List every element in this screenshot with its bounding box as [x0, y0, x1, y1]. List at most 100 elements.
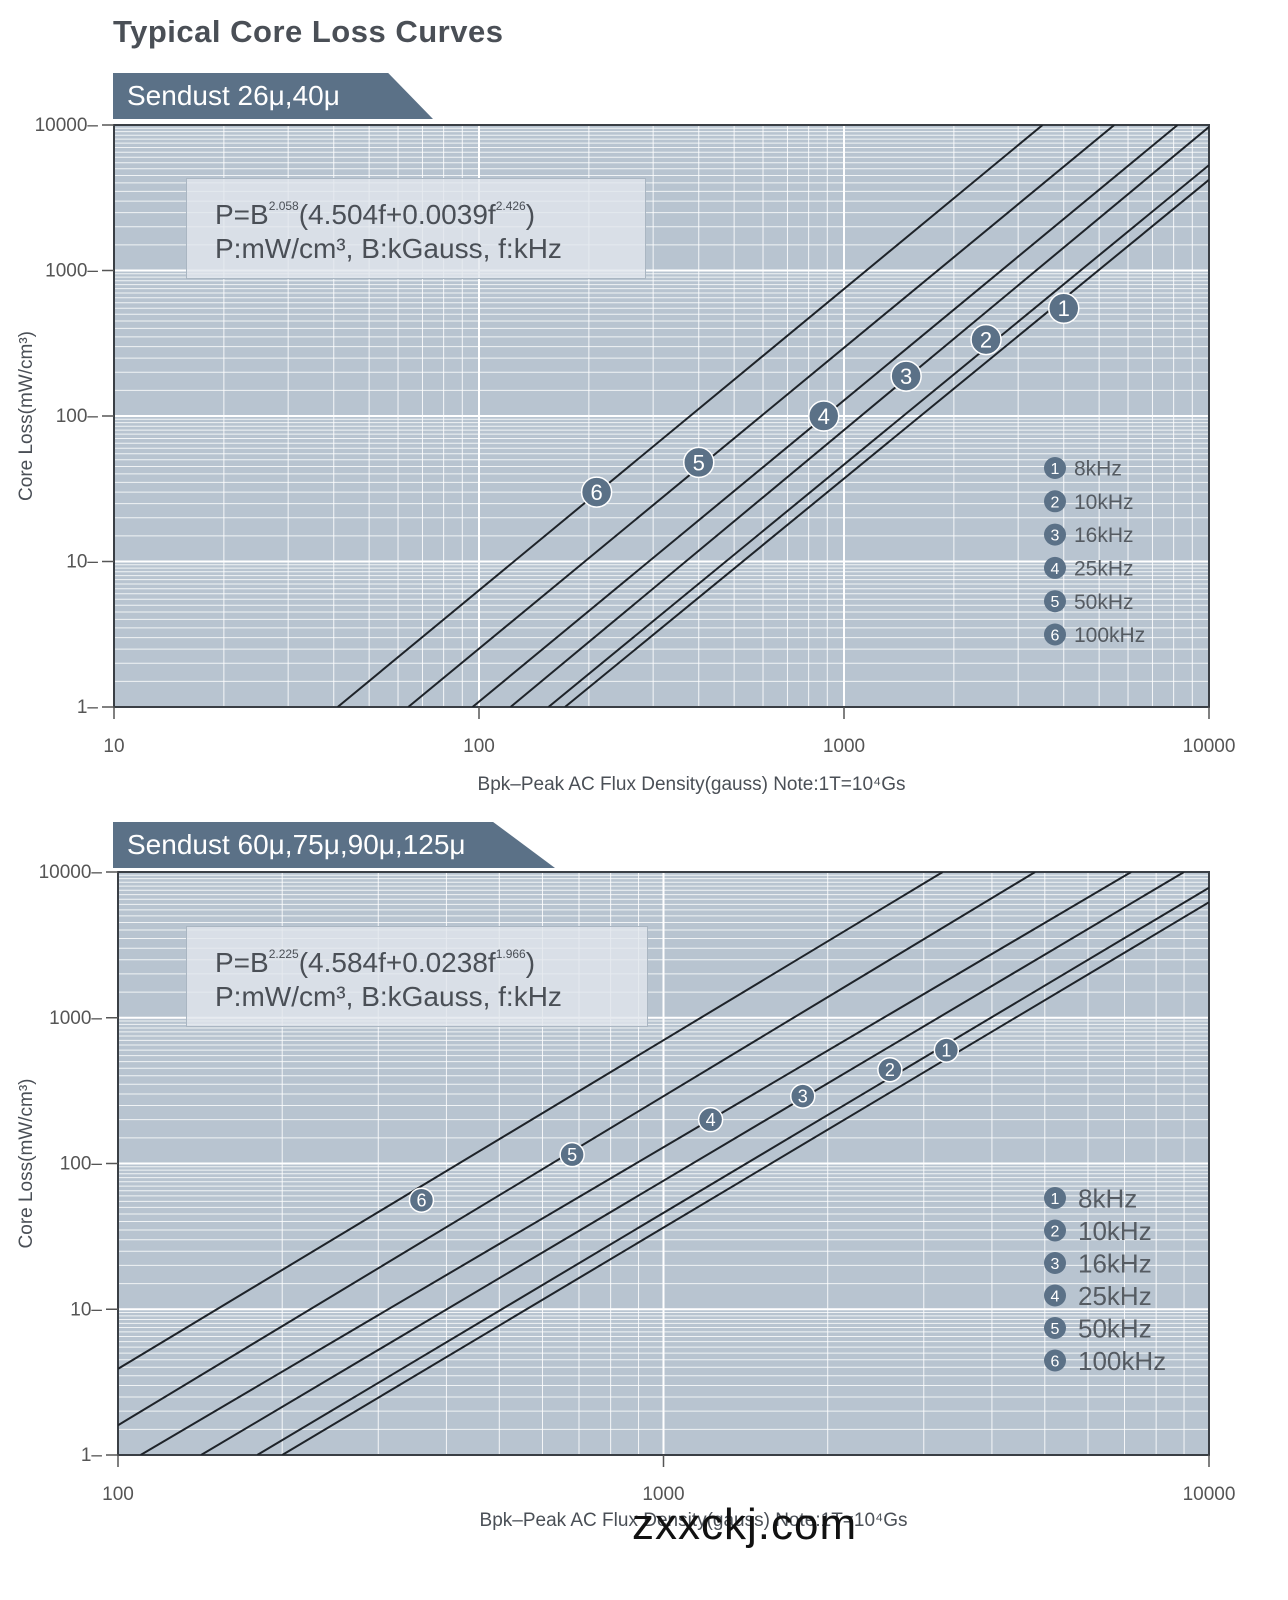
- chart1-series-line-50kHz: [407, 125, 1115, 707]
- chart1-series-marker-3: [890, 360, 922, 392]
- chart1-legend-marker-1: [1044, 457, 1066, 479]
- chart2-legend-marker-2: [1044, 1219, 1066, 1242]
- chart2-legend-label-1: 8kHz: [1078, 1183, 1137, 1213]
- chart2-series-marker-label-4: 4: [706, 1110, 716, 1130]
- chart1-x-tick-label: 10000: [1183, 736, 1236, 757]
- chart1-formula-line1: P=B2.058(4.504f+0.0039f2.426): [215, 199, 536, 230]
- chart1-series-marker-5: [683, 446, 715, 479]
- chart2-series-marker-1: [933, 1037, 960, 1063]
- chart2-series-marker-5: [559, 1141, 585, 1168]
- chart1-legend-marker-label-2: 2: [1051, 494, 1060, 511]
- chart2-series-line-16kHz: [200, 872, 1185, 1455]
- chart2-legend-label-5: 50kHz: [1078, 1313, 1152, 1343]
- chart2-legend-marker-label-3: 3: [1051, 1256, 1060, 1273]
- chart1-legend-marker-2: [1044, 490, 1066, 513]
- chart1-series-marker-6: [580, 476, 613, 508]
- chart1-legend-label-5: 50kHz: [1074, 591, 1134, 614]
- chart1-series-marker-label-6: 6: [590, 480, 602, 505]
- chart2-series-marker-6: [408, 1187, 435, 1213]
- chart1-title: Sendust 26μ,40μ: [127, 80, 340, 111]
- chart1-series-marker-1: [1048, 292, 1080, 325]
- chart2-legend-label-3: 16kHz: [1078, 1248, 1152, 1278]
- chart2-formula-line1: P=B2.225(4.584f+0.0238f1.966): [215, 947, 536, 978]
- chart1-legend-label-1: 8kHz: [1074, 458, 1122, 481]
- chart2-legend-marker-1: [1044, 1187, 1066, 1209]
- chart2-series-group: [118, 872, 1209, 1455]
- chart1-x-tick-label: 100: [463, 736, 495, 757]
- chart2-legend-marker-label-4: 4: [1051, 1289, 1060, 1306]
- chart2-series-marker-label-2: 2: [885, 1060, 895, 1080]
- chart1-series-marker-label-4: 4: [818, 404, 830, 429]
- chart1-legend-marker-3: [1044, 523, 1066, 546]
- chart1-y-tick-label: 100–: [56, 406, 99, 427]
- chart1-series-marker-label-5: 5: [693, 450, 705, 475]
- chart2-legend-label-4: 25kHz: [1078, 1281, 1152, 1311]
- chart1-legend-label-6: 100kHz: [1074, 624, 1145, 647]
- chart2-x-axis-title: Bpk–Peak AC Flux Density(gauss) Note:1T=…: [480, 1510, 908, 1531]
- chart2-series-line-25kHz: [140, 872, 1132, 1455]
- chart2-series-marker-3: [790, 1083, 816, 1109]
- chart1-series-line-100kHz: [337, 125, 1044, 707]
- chart2-series-marker-4: [697, 1106, 724, 1133]
- chart1-formula-line2: P:mW/cm³, B:kGauss, f:kHz: [215, 233, 562, 264]
- chart1-series-marker-label-1: 1: [1058, 296, 1070, 321]
- chart1-legend-marker-label-3: 3: [1051, 528, 1060, 545]
- chart2-legend-marker-4: [1044, 1284, 1066, 1307]
- chart1-title-banner: Sendust 26μ,40μ: [113, 73, 433, 119]
- chart2-series-marker-2: [877, 1056, 903, 1083]
- chart1-legend-marker-label-5: 5: [1051, 594, 1060, 611]
- chart2-y-tick-label: 10–: [70, 1299, 102, 1320]
- chart1-legend-marker-label-4: 4: [1051, 561, 1060, 578]
- chart2-formula-line2: P:mW/cm³, B:kGauss, f:kHz: [215, 981, 562, 1012]
- chart1-series-marker-4: [807, 400, 840, 432]
- chart2-series-marker-label-5: 5: [567, 1145, 577, 1165]
- chart1-legend-marker-label-1: 1: [1051, 461, 1060, 478]
- chart2-series-marker-label-3: 3: [798, 1087, 808, 1107]
- chart1-y-tick-label: 10000–: [35, 115, 99, 136]
- chart2-legend-marker-label-5: 5: [1051, 1321, 1060, 1338]
- chart2-series-marker-label-1: 1: [941, 1041, 951, 1061]
- chart2-legend-marker-6: [1044, 1349, 1066, 1372]
- chart2-series-marker-label-6: 6: [416, 1191, 426, 1211]
- chart1-series-marker-label-3: 3: [900, 364, 912, 389]
- chart1-x-axis-title: Bpk–Peak AC Flux Density(gauss) Note:1T=…: [478, 774, 906, 795]
- chart2-legend-marker-3: [1044, 1252, 1066, 1274]
- chart1-legend-marker-label-6: 6: [1051, 628, 1060, 645]
- chart1-legend-marker-4: [1044, 556, 1066, 579]
- chart2-y-tick-label: 100–: [60, 1154, 103, 1175]
- chart1-formula-box: P=B2.058(4.504f+0.0039f2.426) P:mW/cm³, …: [186, 178, 646, 279]
- chart2-x-tick-label: 1000: [642, 1484, 684, 1505]
- chart1-series-line-16kHz: [509, 126, 1209, 707]
- chart2-legend-marker-label-1: 1: [1051, 1191, 1060, 1208]
- chart2-y-tick-label: 1–: [81, 1445, 103, 1466]
- chart2-series-line-8kHz: [281, 901, 1209, 1455]
- chart2-legend-label-6: 100kHz: [1078, 1346, 1166, 1376]
- chart2-y-tick-label: 1000–: [49, 1008, 102, 1029]
- page-title: Typical Core Loss Curves: [113, 14, 504, 49]
- chart2-y-axis-title: Core Loss(mW/cm³): [16, 1079, 37, 1249]
- chart2-legend-marker-label-2: 2: [1051, 1224, 1060, 1241]
- chart2-series-line-10kHz: [256, 886, 1209, 1455]
- chart2-title-banner: Sendust 60μ,75μ,90μ,125μ: [113, 822, 555, 868]
- chart1-y-axis-title: Core Loss(mW/cm³): [16, 331, 37, 501]
- chart1-legend-label-4: 25kHz: [1074, 557, 1134, 580]
- chart1-x-tick-label: 1000: [823, 736, 865, 757]
- chart1-series-line-10kHz: [547, 164, 1209, 707]
- chart2-legend-label-2: 10kHz: [1078, 1216, 1152, 1246]
- chart1-legend-marker-5: [1044, 590, 1066, 613]
- chart2-y-tick-label: 10000–: [39, 862, 103, 883]
- chart2-x-tick-label: 100: [102, 1484, 134, 1505]
- chart1: 1– 10– 100– 1000– 10000– 10 100 1000 10000 Bpk–Pe…: [16, 115, 1236, 795]
- chart1-legend-marker-6: [1044, 623, 1066, 646]
- chart1-x-tick-label: 10: [103, 736, 124, 757]
- chart1-y-tick-label: 10–: [66, 552, 98, 573]
- chart1-series-line-8kHz: [564, 179, 1209, 707]
- chart2-title: Sendust 60μ,75μ,90μ,125μ: [127, 829, 466, 860]
- chart1-legend-label-3: 16kHz: [1074, 524, 1134, 547]
- chart1-y-tick-label: 1–: [77, 697, 99, 718]
- chart2-legend-marker-label-6: 6: [1051, 1354, 1060, 1371]
- watermark: zxxckj.com: [632, 1500, 858, 1549]
- chart1-y-tick-label: 1000–: [45, 261, 98, 282]
- chart1-series-marker-label-2: 2: [980, 328, 992, 353]
- chart1-series-group: [337, 125, 1209, 707]
